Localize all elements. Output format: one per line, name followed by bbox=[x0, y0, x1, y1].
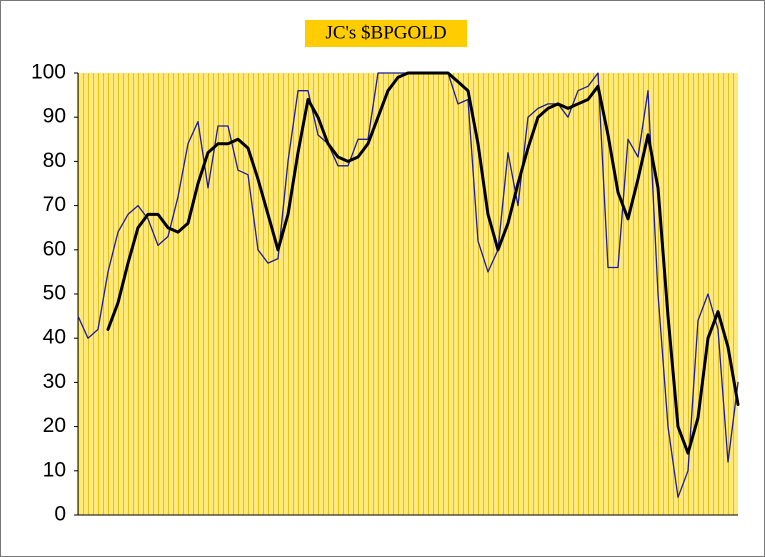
y-tick-label: 10 bbox=[43, 458, 66, 481]
y-tick-label: 20 bbox=[43, 414, 66, 437]
title-box bbox=[305, 20, 467, 47]
y-tick-label: 100 bbox=[31, 61, 66, 84]
y-tick-label: 60 bbox=[43, 237, 66, 260]
y-tick-label: 30 bbox=[43, 370, 66, 393]
vertical-grid bbox=[78, 73, 738, 515]
chart-title: JC's $BPGOLD bbox=[325, 22, 446, 43]
y-tick-label: 40 bbox=[43, 326, 66, 349]
y-tick-label: 0 bbox=[54, 503, 66, 526]
series-line bbox=[106, 71, 740, 455]
y-tick-label: 50 bbox=[43, 282, 66, 305]
y-tick-label: 80 bbox=[43, 149, 66, 172]
y-tick-label: 90 bbox=[43, 105, 66, 128]
y-tick-label: 70 bbox=[43, 193, 66, 216]
